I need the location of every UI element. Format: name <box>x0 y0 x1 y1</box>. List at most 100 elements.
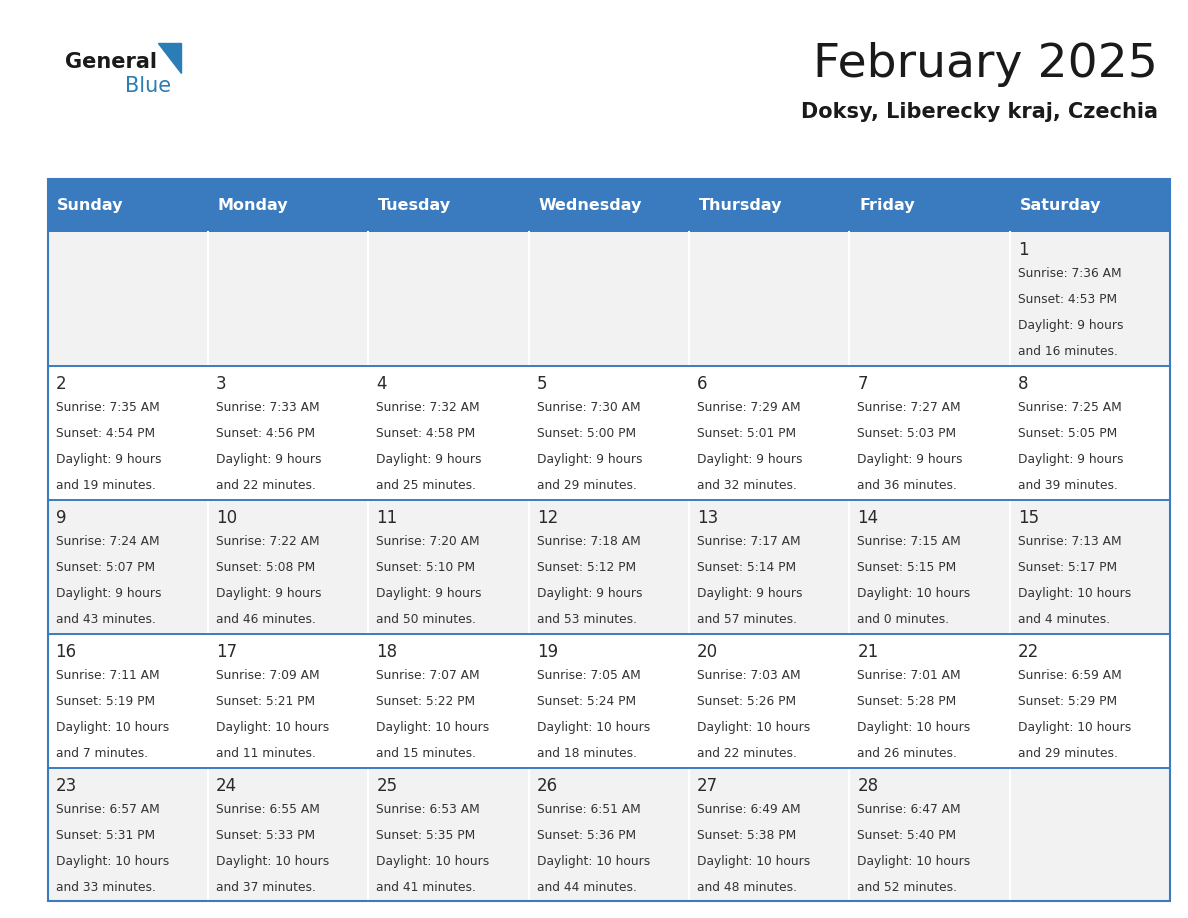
Text: and 36 minutes.: and 36 minutes. <box>858 479 958 492</box>
Bar <box>48 500 208 633</box>
Text: Daylight: 10 hours: Daylight: 10 hours <box>697 855 810 868</box>
Text: and 44 minutes.: and 44 minutes. <box>537 880 637 894</box>
Bar <box>208 767 368 901</box>
Text: Sunrise: 6:51 AM: Sunrise: 6:51 AM <box>537 802 640 815</box>
Text: Sunrise: 7:18 AM: Sunrise: 7:18 AM <box>537 535 640 548</box>
Bar <box>368 500 529 633</box>
Text: 19: 19 <box>537 643 558 661</box>
Text: 23: 23 <box>56 777 77 795</box>
Bar <box>48 366 208 500</box>
Text: Sunset: 5:38 PM: Sunset: 5:38 PM <box>697 829 796 842</box>
Text: Sunrise: 7:36 AM: Sunrise: 7:36 AM <box>1018 267 1121 280</box>
Bar <box>849 179 1010 232</box>
Text: and 0 minutes.: and 0 minutes. <box>858 613 949 626</box>
Text: Sunrise: 7:13 AM: Sunrise: 7:13 AM <box>1018 535 1121 548</box>
Text: Daylight: 10 hours: Daylight: 10 hours <box>377 721 489 733</box>
Text: and 18 minutes.: and 18 minutes. <box>537 747 637 760</box>
Bar <box>368 633 529 767</box>
Text: 21: 21 <box>858 643 879 661</box>
Text: 20: 20 <box>697 643 719 661</box>
Text: 2: 2 <box>56 375 67 393</box>
Bar <box>529 179 689 232</box>
Text: and 15 minutes.: and 15 minutes. <box>377 747 476 760</box>
Text: Daylight: 10 hours: Daylight: 10 hours <box>537 721 650 733</box>
Text: Sunrise: 7:11 AM: Sunrise: 7:11 AM <box>56 668 159 682</box>
Bar <box>208 232 368 366</box>
Text: 26: 26 <box>537 777 558 795</box>
Text: Sunrise: 7:25 AM: Sunrise: 7:25 AM <box>1018 401 1121 414</box>
Text: 17: 17 <box>216 643 238 661</box>
Text: and 22 minutes.: and 22 minutes. <box>697 747 797 760</box>
Text: Sunset: 5:31 PM: Sunset: 5:31 PM <box>56 829 154 842</box>
Bar <box>208 500 368 633</box>
Text: Sunset: 5:14 PM: Sunset: 5:14 PM <box>697 561 796 574</box>
Text: Daylight: 10 hours: Daylight: 10 hours <box>56 855 169 868</box>
Text: Daylight: 10 hours: Daylight: 10 hours <box>1018 587 1131 600</box>
Text: Sunrise: 7:20 AM: Sunrise: 7:20 AM <box>377 535 480 548</box>
Text: February 2025: February 2025 <box>814 41 1158 87</box>
Bar <box>529 500 689 633</box>
Text: Sunset: 5:19 PM: Sunset: 5:19 PM <box>56 695 154 708</box>
Text: Daylight: 9 hours: Daylight: 9 hours <box>56 453 162 466</box>
Text: and 48 minutes.: and 48 minutes. <box>697 880 797 894</box>
Text: Daylight: 9 hours: Daylight: 9 hours <box>377 587 482 600</box>
Text: Daylight: 9 hours: Daylight: 9 hours <box>216 453 322 466</box>
Text: 22: 22 <box>1018 643 1040 661</box>
Text: Sunrise: 6:53 AM: Sunrise: 6:53 AM <box>377 802 480 815</box>
Text: and 25 minutes.: and 25 minutes. <box>377 479 476 492</box>
Bar <box>1010 500 1170 633</box>
Text: Sunrise: 7:01 AM: Sunrise: 7:01 AM <box>858 668 961 682</box>
Bar <box>48 179 1170 901</box>
Text: Daylight: 9 hours: Daylight: 9 hours <box>537 587 643 600</box>
Text: Friday: Friday <box>859 198 915 213</box>
Text: Tuesday: Tuesday <box>378 198 451 213</box>
Text: Daylight: 10 hours: Daylight: 10 hours <box>216 855 329 868</box>
Polygon shape <box>158 43 181 73</box>
Text: Sunset: 5:29 PM: Sunset: 5:29 PM <box>1018 695 1117 708</box>
Text: Sunrise: 6:55 AM: Sunrise: 6:55 AM <box>216 802 320 815</box>
Text: Blue: Blue <box>125 76 171 96</box>
Text: Sunrise: 7:17 AM: Sunrise: 7:17 AM <box>697 535 801 548</box>
Text: General: General <box>65 51 157 72</box>
Text: 5: 5 <box>537 375 548 393</box>
Bar <box>529 633 689 767</box>
Text: 1: 1 <box>1018 241 1029 260</box>
Text: Sunrise: 6:59 AM: Sunrise: 6:59 AM <box>1018 668 1121 682</box>
Bar <box>689 366 849 500</box>
Text: Saturday: Saturday <box>1019 198 1101 213</box>
Text: and 41 minutes.: and 41 minutes. <box>377 880 476 894</box>
Bar <box>849 500 1010 633</box>
Bar <box>849 366 1010 500</box>
Text: Daylight: 10 hours: Daylight: 10 hours <box>858 721 971 733</box>
Text: Daylight: 10 hours: Daylight: 10 hours <box>377 855 489 868</box>
Text: 27: 27 <box>697 777 719 795</box>
Bar <box>689 179 849 232</box>
Text: Sunset: 5:01 PM: Sunset: 5:01 PM <box>697 427 796 440</box>
Text: 25: 25 <box>377 777 398 795</box>
Text: and 46 minutes.: and 46 minutes. <box>216 613 316 626</box>
Text: Sunset: 5:26 PM: Sunset: 5:26 PM <box>697 695 796 708</box>
Text: Daylight: 10 hours: Daylight: 10 hours <box>1018 721 1131 733</box>
Text: 16: 16 <box>56 643 77 661</box>
Text: and 22 minutes.: and 22 minutes. <box>216 479 316 492</box>
Text: Sunset: 5:33 PM: Sunset: 5:33 PM <box>216 829 315 842</box>
Text: Sunset: 5:24 PM: Sunset: 5:24 PM <box>537 695 636 708</box>
Bar <box>689 633 849 767</box>
Text: Sunrise: 6:57 AM: Sunrise: 6:57 AM <box>56 802 159 815</box>
Text: Sunrise: 6:47 AM: Sunrise: 6:47 AM <box>858 802 961 815</box>
Text: 10: 10 <box>216 509 238 527</box>
Text: Daylight: 10 hours: Daylight: 10 hours <box>697 721 810 733</box>
Text: Wednesday: Wednesday <box>538 198 642 213</box>
Bar <box>368 767 529 901</box>
Text: Sunrise: 7:03 AM: Sunrise: 7:03 AM <box>697 668 801 682</box>
Bar <box>48 232 208 366</box>
Text: Sunset: 5:05 PM: Sunset: 5:05 PM <box>1018 427 1117 440</box>
Text: and 32 minutes.: and 32 minutes. <box>697 479 797 492</box>
Text: Daylight: 10 hours: Daylight: 10 hours <box>858 587 971 600</box>
Text: and 50 minutes.: and 50 minutes. <box>377 613 476 626</box>
Text: Sunset: 5:28 PM: Sunset: 5:28 PM <box>858 695 956 708</box>
Bar <box>48 179 208 232</box>
Bar <box>689 767 849 901</box>
Bar <box>208 179 368 232</box>
Text: Daylight: 10 hours: Daylight: 10 hours <box>216 721 329 733</box>
